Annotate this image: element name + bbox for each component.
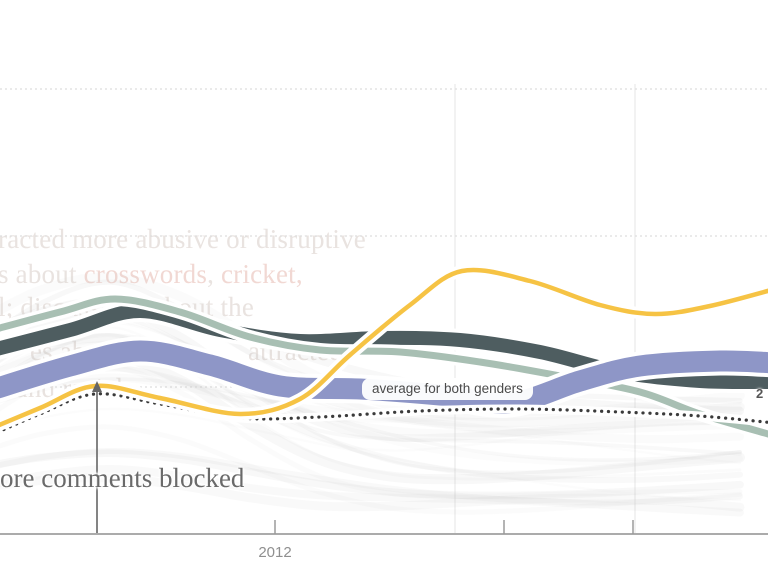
- ghost-text-line: l; discussions about the: [0, 292, 255, 322]
- ghost-text-line: es about: [30, 336, 121, 366]
- ghost-text-line: attracted: [248, 336, 343, 366]
- ghost-text-line: s about crosswords, cricket,: [0, 259, 303, 289]
- right-edge-value-fragment: 2: [756, 386, 764, 401]
- average-line-label: average for both genders: [362, 378, 533, 400]
- ghost-text-line: s and racial: [0, 373, 124, 403]
- ghost-text-line: racted more abusive or disruptive: [0, 224, 366, 254]
- annotation-more-comments-blocked: ore comments blocked: [0, 463, 245, 493]
- x-axis-label-2012: 2012: [258, 544, 292, 561]
